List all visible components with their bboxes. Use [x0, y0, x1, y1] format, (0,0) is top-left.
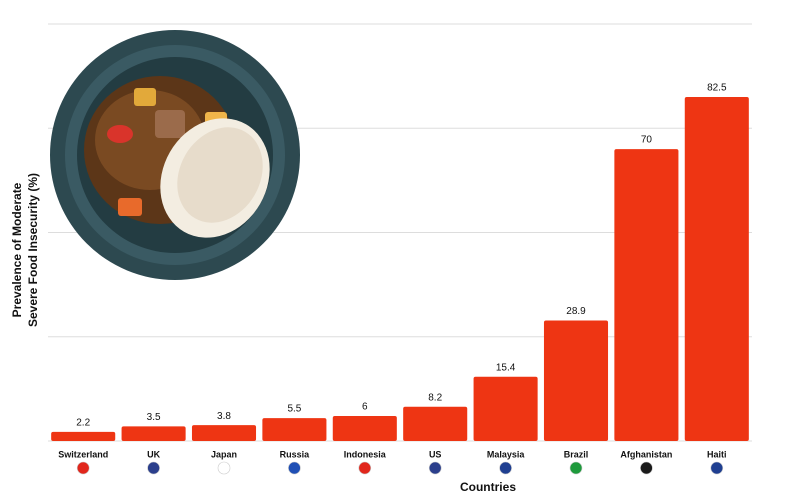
- x-tick-label: Indonesia: [344, 449, 387, 459]
- value-label: 8.2: [428, 392, 442, 403]
- flag-icon: [428, 461, 442, 475]
- flag-icon: [569, 461, 583, 475]
- y-axis-label: Prevalence of Moderate: [10, 182, 24, 317]
- x-tick-label: Russia: [280, 449, 311, 459]
- bar: [473, 376, 538, 441]
- x-tick-label: US: [429, 449, 442, 459]
- x-tick-label: Brazil: [564, 449, 589, 459]
- flag-icon: [358, 461, 372, 475]
- x-tick-label: Japan: [211, 449, 237, 459]
- flag-icon: [147, 461, 160, 475]
- bar: [403, 406, 468, 441]
- flag-icon: [640, 461, 653, 475]
- bar: [614, 149, 679, 441]
- bar: [332, 415, 397, 441]
- x-tick-label: Haiti: [707, 449, 727, 459]
- y-axis-label: Severe Food Insecurity (%): [26, 173, 40, 327]
- bar: [121, 426, 186, 441]
- value-label: 3.5: [147, 412, 161, 423]
- value-label: 5.5: [287, 404, 301, 415]
- x-tick-label: Malaysia: [487, 449, 526, 459]
- bar: [191, 425, 257, 441]
- bar: [262, 418, 327, 441]
- bar: [684, 96, 749, 441]
- value-label: 82.5: [707, 83, 727, 94]
- x-tick-label: Switzerland: [58, 449, 108, 459]
- value-label: 70: [641, 135, 653, 146]
- x-axis-label: Countries: [460, 480, 516, 494]
- flag-icon: [710, 461, 724, 475]
- value-label: 28.9: [566, 306, 586, 317]
- y-axis-label-group: Prevalence of Moderate Severe Food Insec…: [10, 173, 40, 327]
- bar: [51, 431, 116, 441]
- x-tick-label: UK: [147, 449, 160, 459]
- flag-icon: [499, 461, 512, 475]
- flag-icon: [76, 461, 90, 475]
- bowl-illustration: [50, 30, 300, 280]
- value-label: 6: [362, 402, 368, 413]
- bar: [543, 320, 609, 441]
- flag-icon: [217, 461, 231, 475]
- value-label: 3.8: [217, 411, 231, 422]
- flag-icon: [288, 461, 301, 475]
- value-label: 2.2: [76, 417, 90, 428]
- x-tick-label: Afghanistan: [620, 449, 672, 459]
- value-label: 15.4: [496, 362, 516, 373]
